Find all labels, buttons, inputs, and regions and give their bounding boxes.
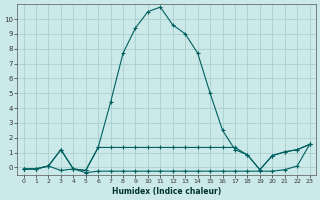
X-axis label: Humidex (Indice chaleur): Humidex (Indice chaleur) (112, 187, 221, 196)
